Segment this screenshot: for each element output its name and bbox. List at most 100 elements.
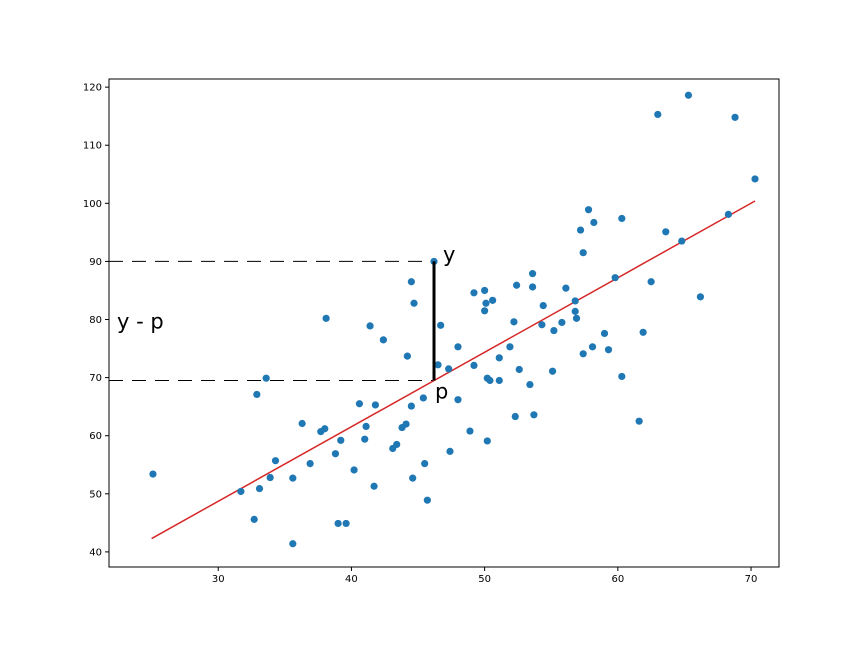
data-point xyxy=(331,450,340,458)
data-point xyxy=(434,361,442,369)
data-point xyxy=(289,474,297,482)
data-point xyxy=(562,284,570,292)
data-point xyxy=(366,322,374,330)
data-point xyxy=(584,206,593,214)
y-tick-label: 60 xyxy=(89,431,102,442)
x-tick-label: 60 xyxy=(611,574,624,585)
data-point xyxy=(289,540,297,548)
y-tick-label: 110 xyxy=(83,141,102,152)
data-point xyxy=(486,376,494,385)
y-tick-label: 80 xyxy=(89,315,102,326)
data-point xyxy=(419,394,427,402)
data-point xyxy=(530,411,538,419)
data-point xyxy=(403,352,411,360)
data-point xyxy=(355,400,364,408)
data-point xyxy=(423,496,431,504)
data-point xyxy=(370,482,378,490)
data-point xyxy=(512,281,521,289)
data-point xyxy=(618,372,626,381)
data-point xyxy=(684,91,693,99)
data-point xyxy=(454,396,462,404)
data-point xyxy=(662,228,670,236)
data-point xyxy=(572,314,581,322)
data-point xyxy=(548,367,557,375)
data-point xyxy=(470,361,478,370)
data-point xyxy=(600,329,609,338)
data-point xyxy=(255,484,264,493)
data-point xyxy=(635,417,643,425)
dashed-guide-lines xyxy=(109,260,435,382)
data-point xyxy=(362,422,370,431)
data-point xyxy=(481,286,489,295)
y-tick-label: 70 xyxy=(89,373,102,384)
data-point xyxy=(262,374,270,382)
data-point xyxy=(350,466,358,474)
regression-line-group xyxy=(151,200,756,540)
x-tick-label: 50 xyxy=(478,574,491,585)
data-point xyxy=(604,346,613,354)
x-tick-label: 70 xyxy=(745,574,758,585)
data-point xyxy=(539,301,547,310)
data-point xyxy=(588,343,597,351)
data-point xyxy=(379,336,387,344)
data-point xyxy=(322,314,330,322)
y-tick-label: 40 xyxy=(89,547,102,558)
y-tick-label: 120 xyxy=(83,83,102,94)
data-point xyxy=(590,218,598,227)
annotation-p-label: p xyxy=(435,380,448,404)
regression-line xyxy=(151,200,756,540)
data-point xyxy=(511,412,519,421)
data-point xyxy=(751,175,759,183)
data-point xyxy=(371,401,380,409)
data-point xyxy=(393,440,401,449)
data-point xyxy=(515,365,523,374)
x-tick-label: 40 xyxy=(345,574,358,585)
data-point xyxy=(250,515,258,523)
annotation-y-minus-p-label: y - p xyxy=(117,310,164,334)
data-point xyxy=(696,293,705,301)
x-tick-label: 30 xyxy=(212,574,225,585)
data-point xyxy=(298,419,306,428)
data-point xyxy=(361,435,369,443)
data-point xyxy=(678,237,686,245)
data-point xyxy=(550,326,558,335)
data-point xyxy=(483,437,491,445)
data-point xyxy=(489,296,497,304)
data-point xyxy=(731,113,739,121)
data-point xyxy=(271,457,280,465)
y-tick-label: 100 xyxy=(83,199,102,210)
y-tick-label: 50 xyxy=(89,489,102,500)
data-point xyxy=(402,420,410,428)
data-point xyxy=(510,318,518,326)
data-point xyxy=(321,425,329,433)
data-point xyxy=(618,214,626,223)
data-point xyxy=(538,321,546,329)
data-point xyxy=(437,321,445,329)
plot-frame xyxy=(108,78,780,568)
data-point xyxy=(506,343,514,351)
data-point xyxy=(410,299,418,307)
data-point xyxy=(409,474,417,482)
x-axis-ticks: 30 40 50 60 70 xyxy=(212,567,758,585)
data-point xyxy=(334,519,342,528)
data-point xyxy=(528,283,537,291)
data-point xyxy=(526,380,534,389)
data-point xyxy=(253,390,261,399)
data-point xyxy=(495,376,503,385)
data-point xyxy=(639,328,647,336)
annotation-y-label: y xyxy=(443,242,455,266)
data-point xyxy=(558,318,566,327)
data-point xyxy=(446,447,454,455)
data-point xyxy=(407,278,415,286)
data-point xyxy=(445,365,453,373)
data-point xyxy=(528,270,537,278)
data-point xyxy=(571,297,579,305)
data-point xyxy=(495,354,503,362)
data-point xyxy=(407,402,415,410)
y-tick-label: 90 xyxy=(89,257,102,268)
data-point xyxy=(266,473,274,482)
data-point xyxy=(470,289,478,297)
data-point xyxy=(579,249,587,257)
data-point xyxy=(654,110,662,119)
